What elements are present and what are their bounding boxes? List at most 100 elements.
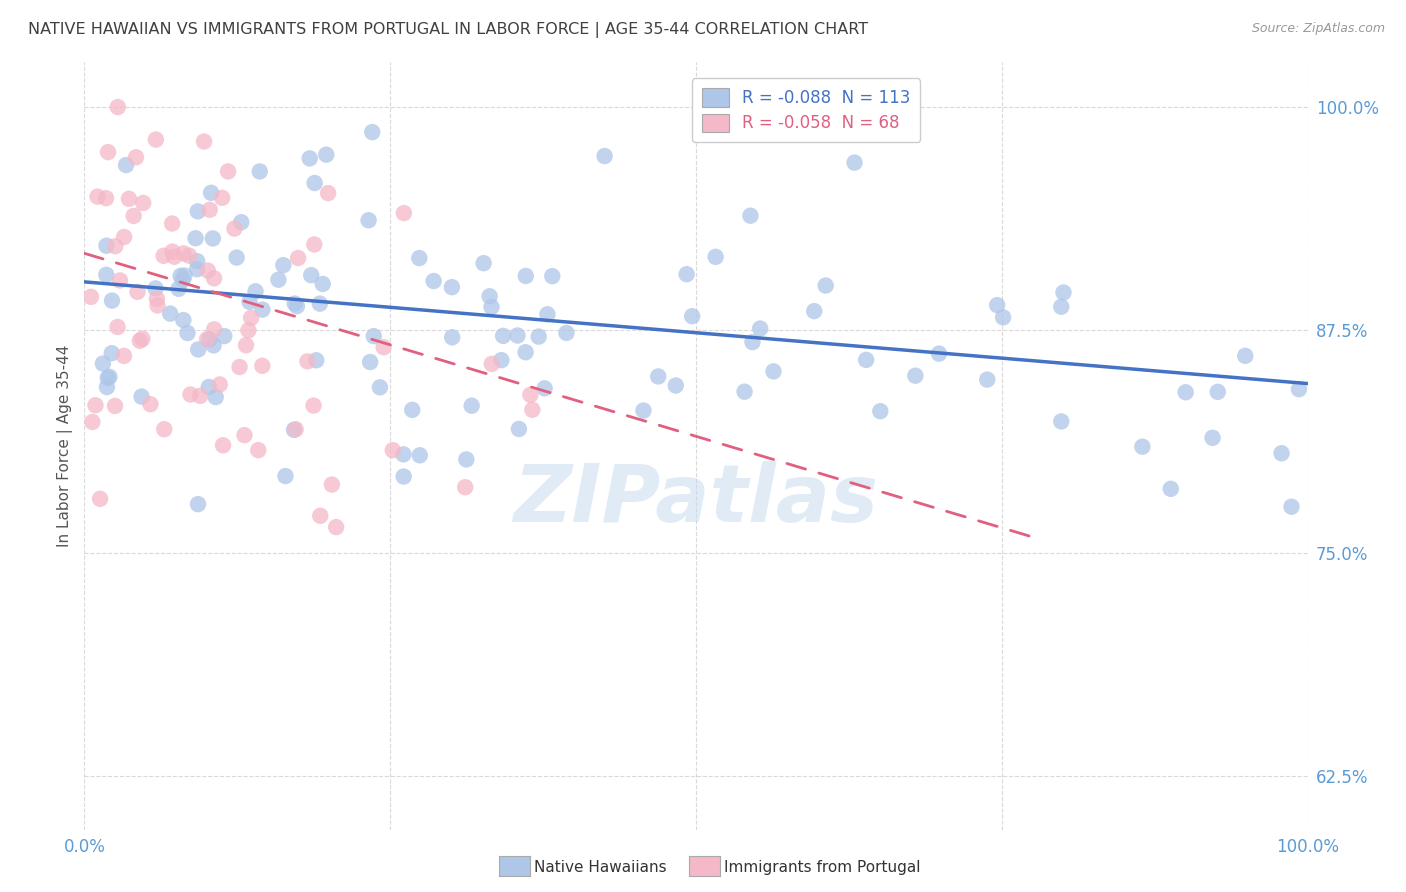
Point <box>869 404 891 418</box>
Point <box>186 262 208 277</box>
Point <box>308 296 330 310</box>
Point <box>131 332 153 346</box>
Point <box>125 150 148 164</box>
Point <box>533 381 555 395</box>
Point <box>108 273 131 287</box>
Point <box>112 230 135 244</box>
Point <box>749 321 772 335</box>
Point <box>224 221 246 235</box>
Point <box>285 299 308 313</box>
Point <box>305 353 328 368</box>
Point <box>381 443 404 458</box>
Text: Source: ZipAtlas.com: Source: ZipAtlas.com <box>1251 22 1385 36</box>
Point <box>132 195 155 210</box>
Point <box>316 186 339 201</box>
Point <box>1130 440 1153 454</box>
Point <box>1174 385 1197 400</box>
Point <box>593 149 616 163</box>
Point <box>238 323 260 337</box>
Point <box>252 302 274 317</box>
Point <box>82 415 104 429</box>
Point <box>491 353 513 368</box>
Point <box>814 278 837 293</box>
Point <box>357 213 380 227</box>
Point <box>163 250 186 264</box>
Point <box>202 338 225 352</box>
Point <box>541 269 564 284</box>
Point <box>392 469 415 483</box>
Point <box>492 329 515 343</box>
Point <box>741 335 763 350</box>
Point <box>128 334 150 348</box>
Point <box>118 192 141 206</box>
Point <box>249 164 271 178</box>
Point <box>312 277 335 291</box>
Point <box>96 268 118 282</box>
Point <box>97 371 120 385</box>
Point <box>1052 285 1074 300</box>
Point <box>122 209 145 223</box>
Point <box>704 250 727 264</box>
Point <box>86 189 108 203</box>
Point <box>321 477 343 491</box>
Point <box>112 349 135 363</box>
Point <box>1050 414 1073 428</box>
Point <box>986 298 1008 312</box>
Point <box>1270 446 1292 460</box>
Point <box>515 345 537 359</box>
Point <box>97 145 120 160</box>
Point <box>284 296 307 310</box>
Point <box>188 389 211 403</box>
Point <box>172 273 194 287</box>
Point <box>991 310 1014 325</box>
Point <box>633 403 655 417</box>
Point <box>225 251 247 265</box>
Point <box>478 289 501 303</box>
Point <box>153 422 176 436</box>
Point <box>94 191 117 205</box>
Point <box>359 355 381 369</box>
Point <box>252 359 274 373</box>
Point <box>195 332 218 346</box>
Point <box>96 380 118 394</box>
Text: NATIVE HAWAIIAN VS IMMIGRANTS FROM PORTUGAL IN LABOR FORCE | AGE 35-44 CORRELATI: NATIVE HAWAIIAN VS IMMIGRANTS FROM PORTU… <box>28 22 869 38</box>
Point <box>214 329 236 343</box>
Text: Native Hawaiians: Native Hawaiians <box>534 860 666 874</box>
Point <box>107 320 129 334</box>
Point <box>762 364 785 378</box>
Point <box>84 398 107 412</box>
Point <box>302 399 325 413</box>
Point <box>304 176 326 190</box>
Point <box>284 422 307 436</box>
Point <box>304 237 326 252</box>
Point <box>176 326 198 340</box>
Point <box>179 387 201 401</box>
Point <box>481 357 503 371</box>
Point <box>152 249 174 263</box>
Point <box>928 346 950 360</box>
Point <box>159 307 181 321</box>
Point <box>173 246 195 260</box>
Point <box>1201 431 1223 445</box>
Point <box>460 399 482 413</box>
Point <box>647 369 669 384</box>
Point <box>202 322 225 336</box>
Point <box>107 100 129 114</box>
Point <box>1050 300 1073 314</box>
Point <box>104 239 127 253</box>
Point <box>167 282 190 296</box>
Point <box>734 384 756 399</box>
Point <box>162 244 184 259</box>
Point <box>169 268 191 283</box>
Point <box>245 285 267 299</box>
Point <box>198 380 221 394</box>
Point <box>211 191 233 205</box>
Point <box>665 378 688 392</box>
Point <box>240 310 263 325</box>
Point <box>98 369 121 384</box>
Point <box>104 399 127 413</box>
Point <box>440 280 463 294</box>
Point <box>187 497 209 511</box>
Point <box>115 158 138 172</box>
Point <box>675 267 697 281</box>
